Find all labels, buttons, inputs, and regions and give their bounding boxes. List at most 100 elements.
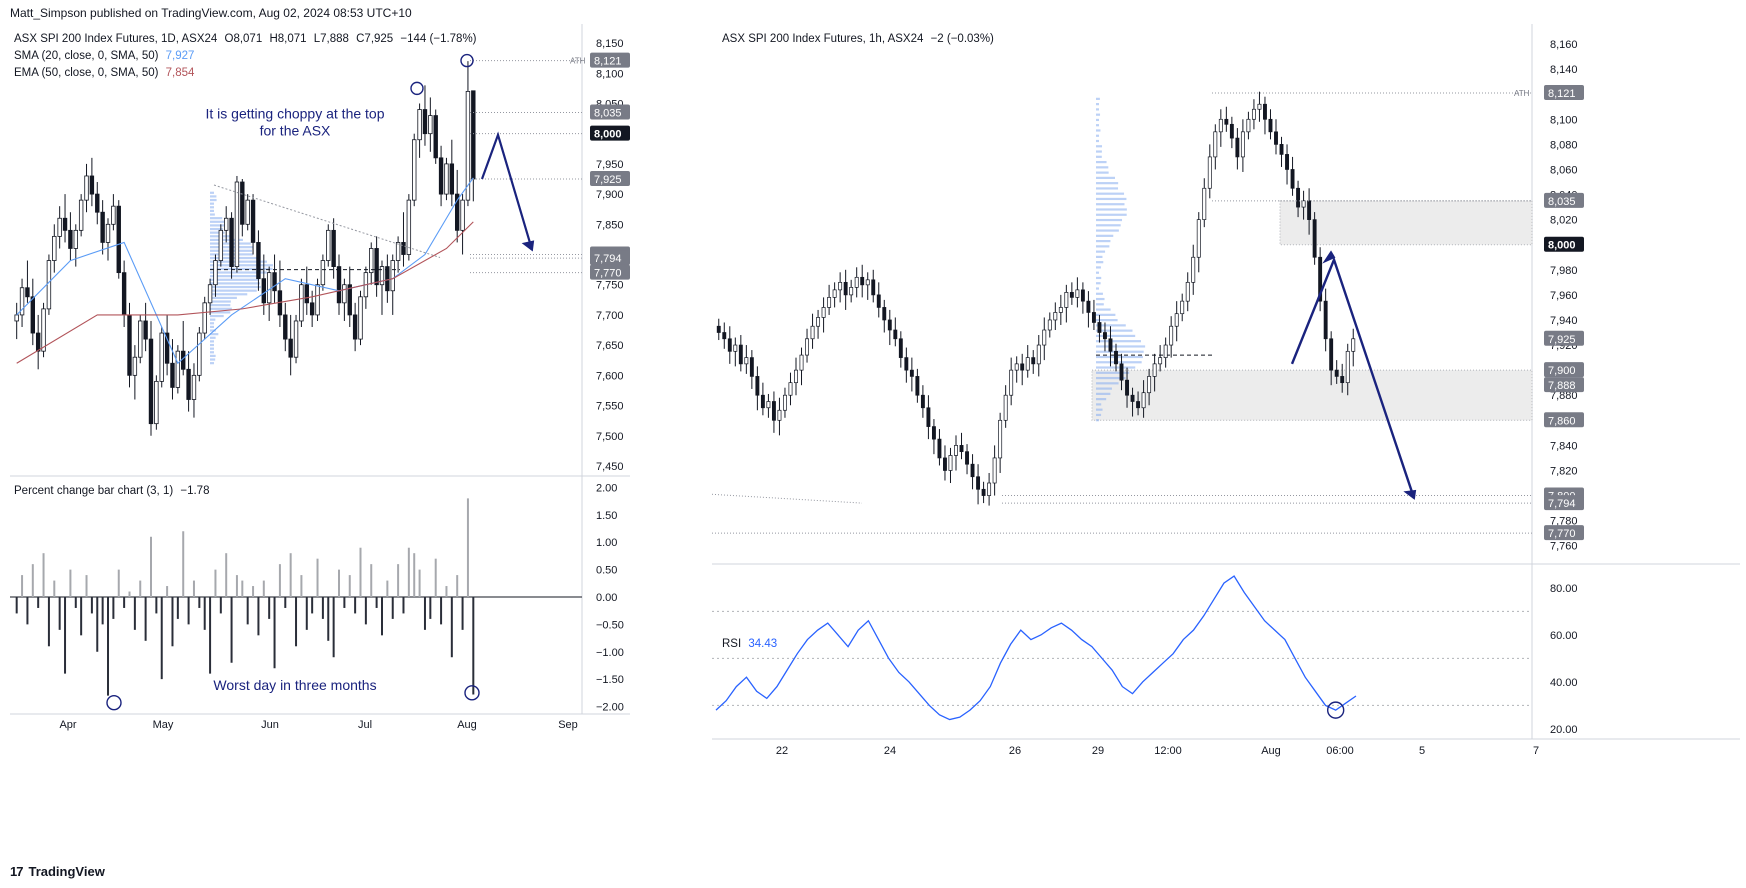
right-volume-profile-bar <box>1096 124 1099 127</box>
left-candle-body <box>379 266 385 286</box>
left-legend-title: ASX SPI 200 Index Futures, 1D, ASX24 <box>14 33 218 45</box>
left-candle-body <box>52 235 57 261</box>
right-candle-body <box>887 319 892 331</box>
left-volume-profile-bar <box>210 217 223 220</box>
rsi-low-circle <box>1326 701 1345 719</box>
right-candle-body <box>1329 338 1334 371</box>
left-y-tick: 7,700 <box>596 310 624 322</box>
right-candle-body <box>965 451 969 465</box>
right-price-label-bg <box>1544 362 1584 378</box>
footer: 17 TradingView <box>10 864 105 879</box>
right-volume-profile-bar <box>1096 134 1100 137</box>
right-candle-body <box>843 281 848 296</box>
right-volume-profile-bar <box>1096 192 1125 195</box>
left-candle-body <box>331 229 336 267</box>
left-x-tick: May <box>153 719 174 731</box>
left-y-tick: 7,550 <box>596 401 624 413</box>
left-candle-body <box>240 181 245 225</box>
right-candle-body <box>931 426 936 440</box>
left-candle-body <box>234 181 240 267</box>
right-candle-body <box>733 344 738 352</box>
right-candle-body <box>1003 394 1008 421</box>
right-volume-profile-bar <box>1096 350 1144 353</box>
right-price-label: 8,035 <box>1548 196 1576 208</box>
right-price-label: 8,121 <box>1548 88 1576 100</box>
right-candle-body <box>1119 363 1124 381</box>
left-candle-body <box>417 109 422 141</box>
attribution: Matt_Simpson published on TradingView.co… <box>10 6 412 20</box>
right-x-tick: Aug <box>1261 745 1281 757</box>
left-candle-body <box>35 332 41 352</box>
right-volume-profile-bar <box>1096 203 1125 206</box>
left-price-label: 8,000 <box>594 129 622 141</box>
right-price-label: 7,900 <box>1548 365 1576 377</box>
left-volume-profile-bar <box>210 307 232 310</box>
left-price-label-bg <box>590 264 630 280</box>
right-volume-profile-bar <box>1096 218 1123 222</box>
right-volume-profile-bar <box>1096 182 1119 185</box>
right-candle-body <box>1279 144 1284 155</box>
right-legend-title: ASX SPI 200 Index Futures, 1h, ASX24 <box>722 33 924 45</box>
left-candle-body <box>299 284 304 322</box>
right-volume-profile-bar <box>1096 213 1127 216</box>
left-price-label-bg <box>590 170 630 186</box>
right-volume-profile-bar <box>1096 282 1101 285</box>
right-price-label-bg <box>1544 192 1584 208</box>
right-candle-body <box>854 276 859 288</box>
left-price-label-bg <box>590 52 630 68</box>
right-candle-body <box>959 445 964 453</box>
left-candle-body <box>46 260 52 310</box>
right-candle-body <box>821 307 826 318</box>
right-x-tick: 06:00 <box>1326 745 1354 757</box>
right-candle-body <box>1312 219 1317 258</box>
left-legend-low: L7,888 <box>313 33 349 45</box>
right-volume-profile-bar <box>1096 250 1106 253</box>
right-volume-profile-bar <box>1096 403 1102 406</box>
left-volume-profile-bar <box>210 231 225 234</box>
left-candle-body <box>444 163 449 195</box>
right-candle-body <box>1235 137 1240 158</box>
right-trendline <box>711 493 863 504</box>
left-volume-profile-bar <box>210 289 257 292</box>
left-candle-body <box>309 302 315 316</box>
left-x-tick: Sep <box>558 719 578 731</box>
right-candle-body <box>865 279 870 286</box>
left-candle-body <box>186 368 191 400</box>
left-candle-body <box>315 284 320 316</box>
right-price-label: 7,770 <box>1548 528 1576 540</box>
right-candle-body <box>771 401 776 421</box>
pct-low-circle <box>464 685 480 701</box>
right-candle-body <box>992 457 997 484</box>
left-volume-profile-bar <box>210 322 214 325</box>
left-candle-body <box>84 175 89 201</box>
right-ath-label: ATH <box>1514 89 1530 98</box>
right-candle-body <box>1158 357 1163 365</box>
left-candle-body <box>250 199 256 243</box>
right-candle-body <box>1246 118 1251 133</box>
left-volume-profile-bar <box>210 224 225 227</box>
left-chart-svg[interactable]: 8,1508,1008,0508,0007,9507,9007,8507,800… <box>10 24 630 854</box>
right-candle-body <box>1224 118 1229 125</box>
right-candle-body <box>749 357 754 377</box>
right-volume-profile-bar <box>1096 276 1102 280</box>
ema-legend-value: 7,854 <box>165 67 195 79</box>
right-chart-svg[interactable]: 8,1608,1408,1208,1008,0808,0608,0408,020… <box>711 24 1740 854</box>
left-candle-body <box>207 284 213 304</box>
left-price-label: 8,121 <box>594 56 622 68</box>
left-volume-profile-bar <box>210 347 214 350</box>
right-candle-body <box>1218 118 1223 133</box>
right-volume-profile-bar <box>1096 329 1133 332</box>
right-volume-profile-bar <box>1096 382 1119 385</box>
left-candle-body <box>465 90 471 201</box>
left-candle-body <box>256 242 261 280</box>
left-chart-panel[interactable]: 8,1508,1008,0508,0007,9507,9007,8507,800… <box>10 24 630 854</box>
left-candle-body <box>68 229 73 249</box>
right-x-tick: 26 <box>1009 745 1021 757</box>
right-candle-body <box>1125 379 1129 396</box>
right-volume-profile-bar <box>1096 413 1102 417</box>
left-price-label: 7,925 <box>594 174 622 186</box>
right-candle-body <box>727 338 732 352</box>
right-chart-panel[interactable]: 8,1608,1408,1208,1008,0808,0608,0408,020… <box>711 24 1740 854</box>
right-volume-profile-bar <box>1096 355 1143 359</box>
right-candle-body <box>998 419 1003 459</box>
